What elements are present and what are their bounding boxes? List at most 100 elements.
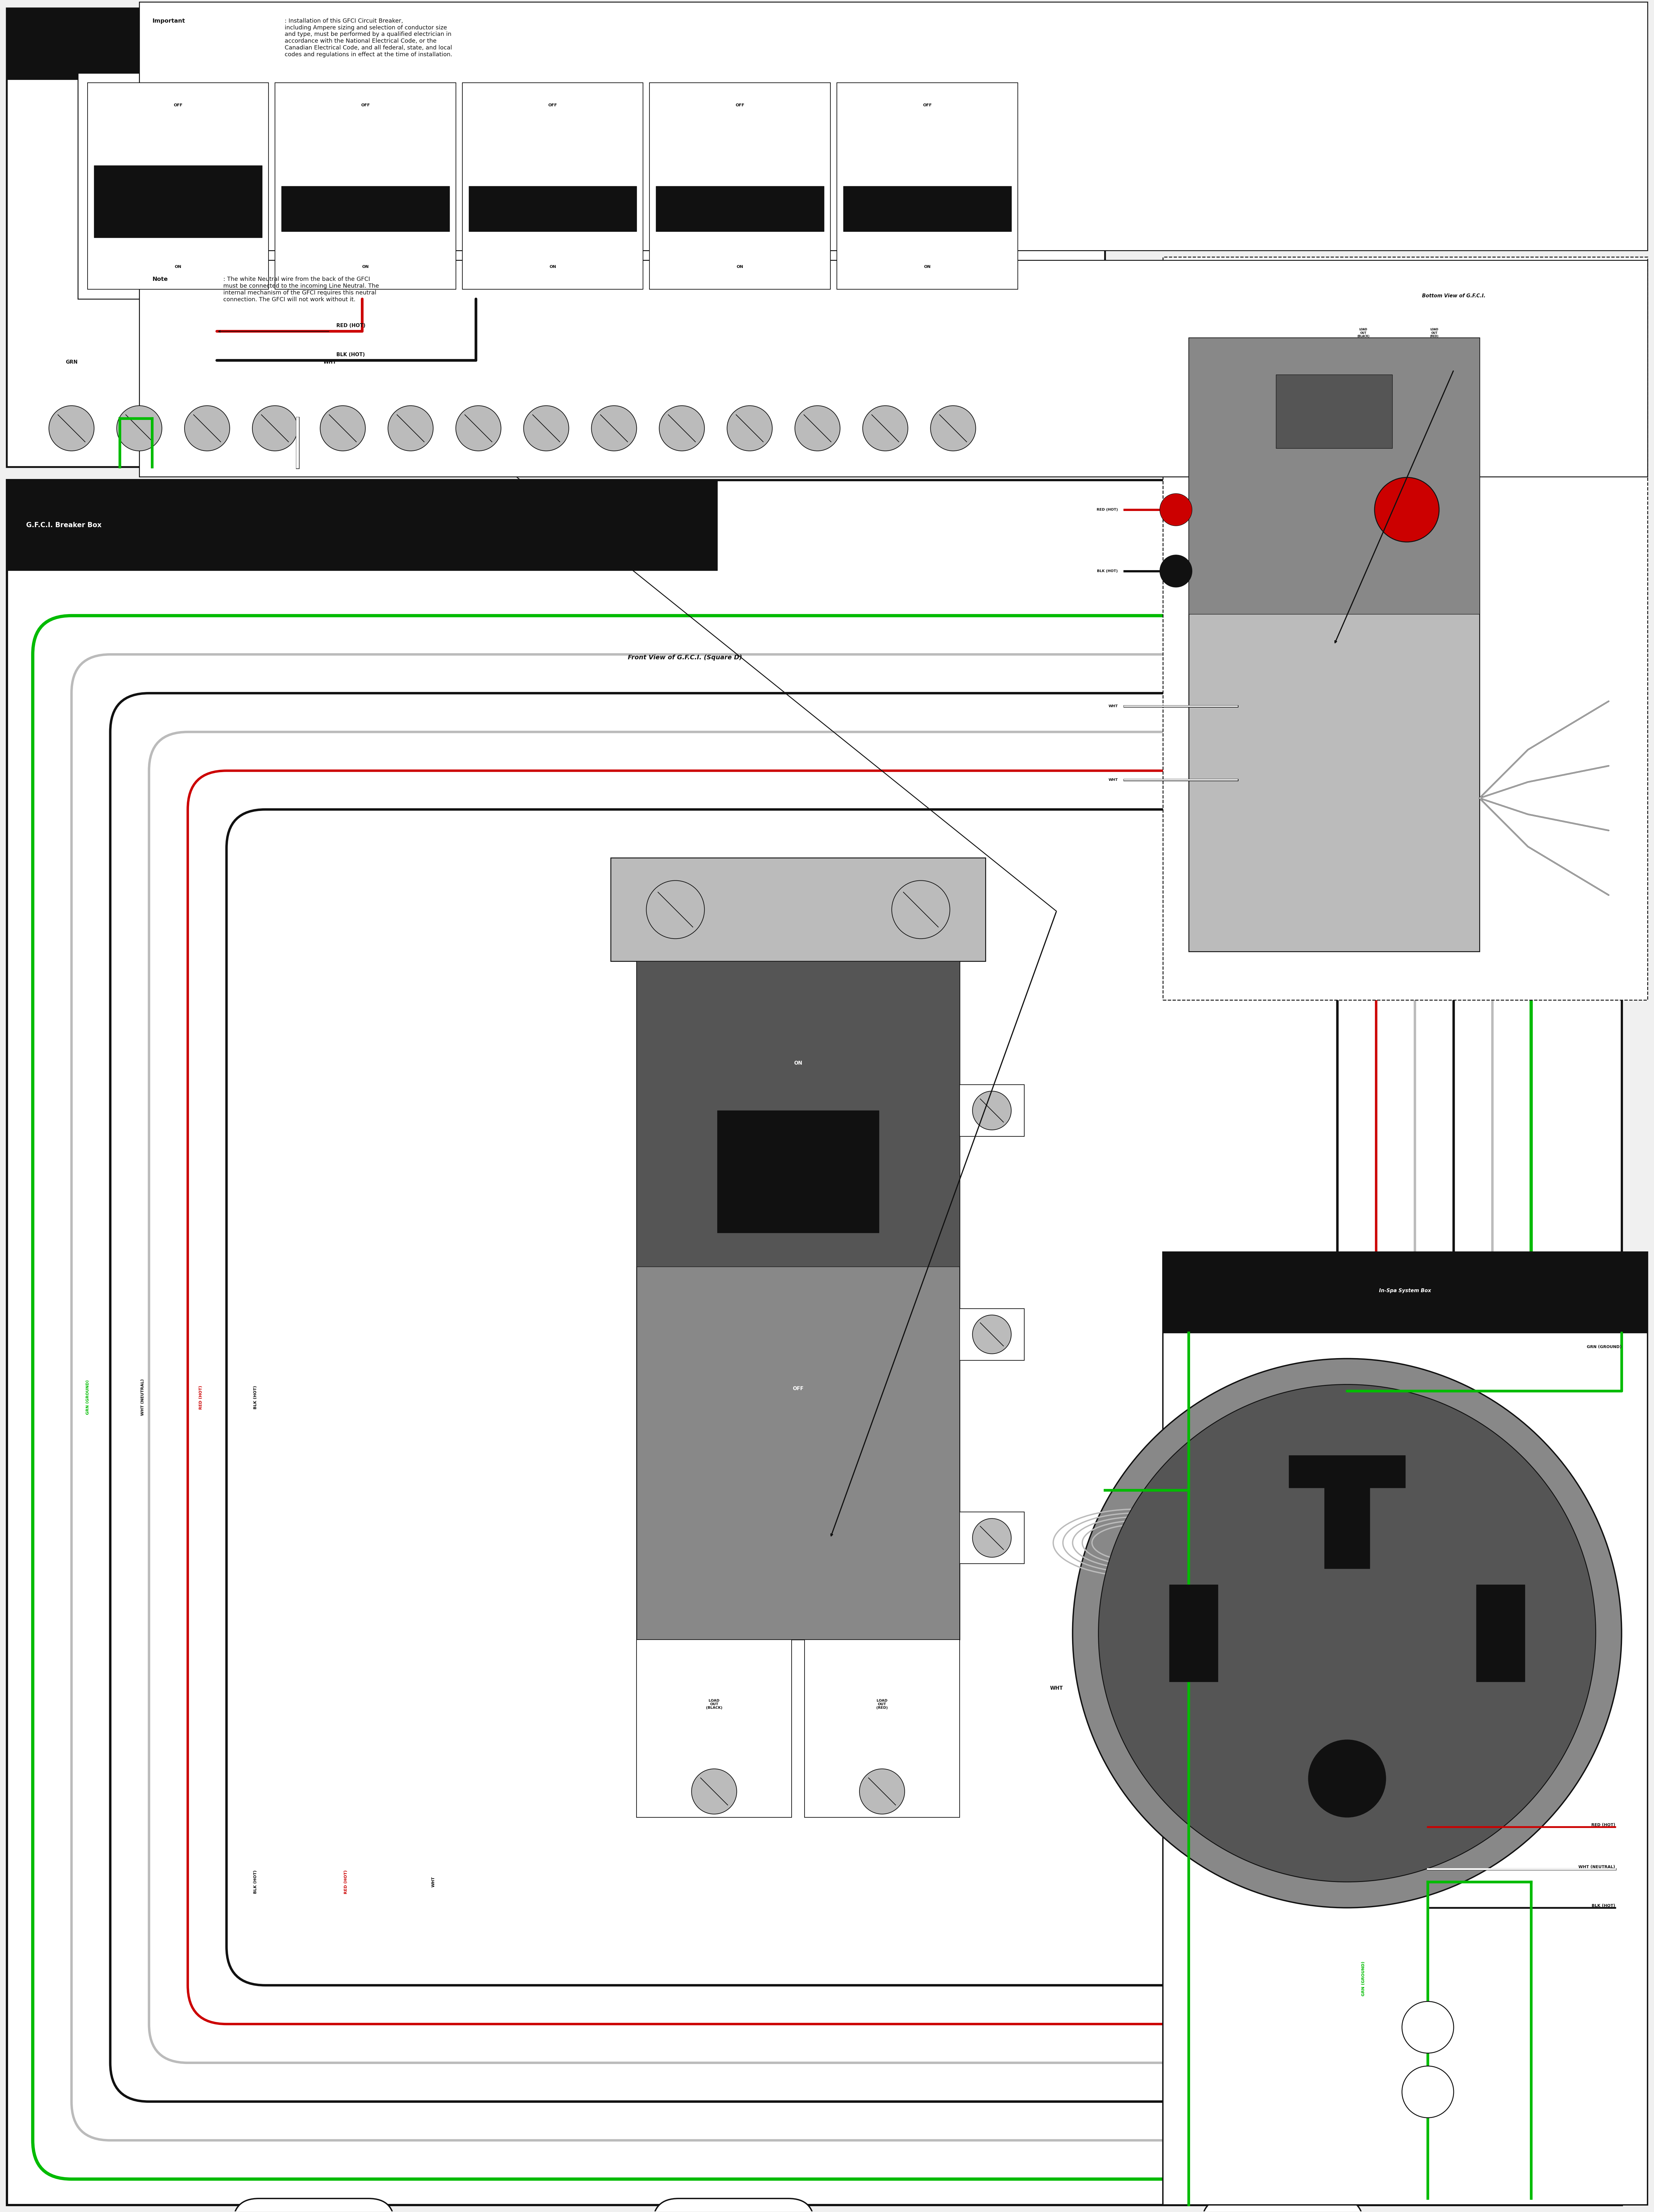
Circle shape bbox=[973, 1517, 1011, 1557]
FancyBboxPatch shape bbox=[653, 2199, 814, 2212]
Text: WHT (NEUTRAL): WHT (NEUTRAL) bbox=[1578, 1865, 1614, 1869]
Text: LOAD
OUT
(BLACK): LOAD OUT (BLACK) bbox=[706, 1699, 723, 1710]
Text: RED (HOT): RED (HOT) bbox=[336, 323, 366, 327]
Circle shape bbox=[973, 1314, 1011, 1354]
Bar bbox=[1275, 374, 1393, 449]
Text: : Installation of this GFCI Circuit Breaker,
including Ampere sizing and selecti: : Installation of this GFCI Circuit Brea… bbox=[284, 18, 452, 58]
FancyBboxPatch shape bbox=[233, 2199, 394, 2212]
Text: RED (HOT): RED (HOT) bbox=[198, 1385, 203, 1409]
Circle shape bbox=[253, 405, 298, 451]
Circle shape bbox=[1403, 2066, 1454, 2117]
Text: WHT: WHT bbox=[1108, 703, 1118, 708]
Text: BLK (HOT): BLK (HOT) bbox=[1097, 568, 1118, 573]
Text: OFF: OFF bbox=[923, 104, 931, 108]
Text: ON: ON bbox=[925, 265, 931, 270]
Bar bbox=[78, 73, 1014, 299]
Text: WHT: WHT bbox=[432, 1876, 435, 1887]
Bar bbox=[959, 1084, 1024, 1137]
Text: LOAD
OUT
(RED): LOAD OUT (RED) bbox=[877, 1699, 888, 1710]
Text: OFF: OFF bbox=[736, 104, 744, 108]
Circle shape bbox=[931, 405, 976, 451]
Bar bbox=[94, 166, 261, 237]
Circle shape bbox=[863, 405, 908, 451]
Text: ON: ON bbox=[175, 265, 182, 270]
Text: OFF: OFF bbox=[174, 104, 182, 108]
Bar bbox=[718, 1110, 878, 1232]
Text: Important: Important bbox=[152, 18, 185, 24]
Text: ON: ON bbox=[736, 265, 743, 270]
Bar bbox=[139, 2, 1647, 250]
Bar bbox=[7, 9, 1105, 467]
Text: GRN: GRN bbox=[66, 361, 78, 365]
Bar bbox=[1477, 1584, 1525, 1681]
Circle shape bbox=[321, 405, 366, 451]
Text: WHT: WHT bbox=[324, 361, 336, 365]
Text: WHT: WHT bbox=[1050, 1686, 1064, 1690]
Bar bbox=[610, 858, 986, 962]
Circle shape bbox=[1159, 493, 1193, 526]
Text: OFF: OFF bbox=[792, 1387, 804, 1391]
Text: ON: ON bbox=[794, 1060, 802, 1066]
Circle shape bbox=[1072, 1358, 1621, 1907]
Circle shape bbox=[647, 880, 705, 938]
Circle shape bbox=[796, 405, 840, 451]
Text: ON: ON bbox=[362, 265, 369, 270]
Text: RED (HOT): RED (HOT) bbox=[1097, 509, 1118, 511]
Bar bbox=[837, 82, 1017, 290]
Bar bbox=[275, 82, 457, 290]
Bar bbox=[7, 480, 718, 571]
Circle shape bbox=[1374, 478, 1439, 542]
Circle shape bbox=[1403, 2002, 1454, 2053]
Text: GRN (GROUND): GRN (GROUND) bbox=[1361, 1962, 1365, 1995]
Circle shape bbox=[1098, 1385, 1596, 1882]
Bar bbox=[637, 1639, 792, 1818]
Circle shape bbox=[728, 405, 772, 451]
Bar bbox=[7, 9, 1105, 80]
Text: In-Spa System Box: In-Spa System Box bbox=[1379, 1287, 1431, 1294]
Circle shape bbox=[185, 405, 230, 451]
Text: Note: Note bbox=[152, 276, 167, 283]
Bar bbox=[959, 1513, 1024, 1564]
Circle shape bbox=[860, 1770, 905, 1814]
Bar bbox=[959, 1310, 1024, 1360]
Bar bbox=[1163, 257, 1647, 1000]
Bar bbox=[1189, 338, 1479, 615]
Text: BLK (HOT): BLK (HOT) bbox=[253, 1869, 258, 1893]
Circle shape bbox=[973, 1091, 1011, 1130]
Text: BLK (HOT): BLK (HOT) bbox=[1591, 1905, 1614, 1907]
Bar bbox=[1325, 1464, 1370, 1568]
Circle shape bbox=[50, 405, 94, 451]
Text: OFF: OFF bbox=[361, 104, 370, 108]
Bar bbox=[637, 962, 959, 1267]
Text: BLK (HOT): BLK (HOT) bbox=[253, 1385, 258, 1409]
Text: WHT: WHT bbox=[1108, 779, 1118, 781]
Circle shape bbox=[389, 405, 433, 451]
Text: House Breaker Box: House Breaker Box bbox=[523, 40, 590, 46]
Bar bbox=[281, 186, 450, 232]
Bar bbox=[468, 186, 637, 232]
FancyBboxPatch shape bbox=[1202, 2199, 1363, 2212]
Circle shape bbox=[1308, 1741, 1386, 1818]
Bar bbox=[139, 261, 1647, 478]
Bar bbox=[461, 82, 643, 290]
Bar bbox=[650, 82, 830, 290]
Circle shape bbox=[524, 405, 569, 451]
Bar bbox=[844, 186, 1011, 232]
Circle shape bbox=[660, 405, 705, 451]
Text: ON: ON bbox=[549, 265, 556, 270]
Text: LOAD
OUT
(BLACK): LOAD OUT (BLACK) bbox=[1356, 327, 1370, 338]
Bar bbox=[7, 480, 1621, 2205]
Circle shape bbox=[117, 405, 162, 451]
Bar bbox=[1288, 1455, 1406, 1489]
Bar bbox=[637, 962, 959, 1639]
Text: WHT (NEUTRAL): WHT (NEUTRAL) bbox=[141, 1378, 144, 1416]
Circle shape bbox=[592, 405, 637, 451]
Bar bbox=[1163, 1252, 1647, 2205]
Text: RED (HOT): RED (HOT) bbox=[1591, 1823, 1614, 1827]
Text: GRN (GROUND): GRN (GROUND) bbox=[1586, 1345, 1621, 1349]
Text: (Square D): (Square D) bbox=[1439, 338, 1469, 343]
Circle shape bbox=[457, 405, 501, 451]
Circle shape bbox=[892, 880, 949, 938]
Bar bbox=[1169, 1584, 1217, 1681]
Text: LOAD
OUT
(RED): LOAD OUT (RED) bbox=[1431, 327, 1439, 338]
